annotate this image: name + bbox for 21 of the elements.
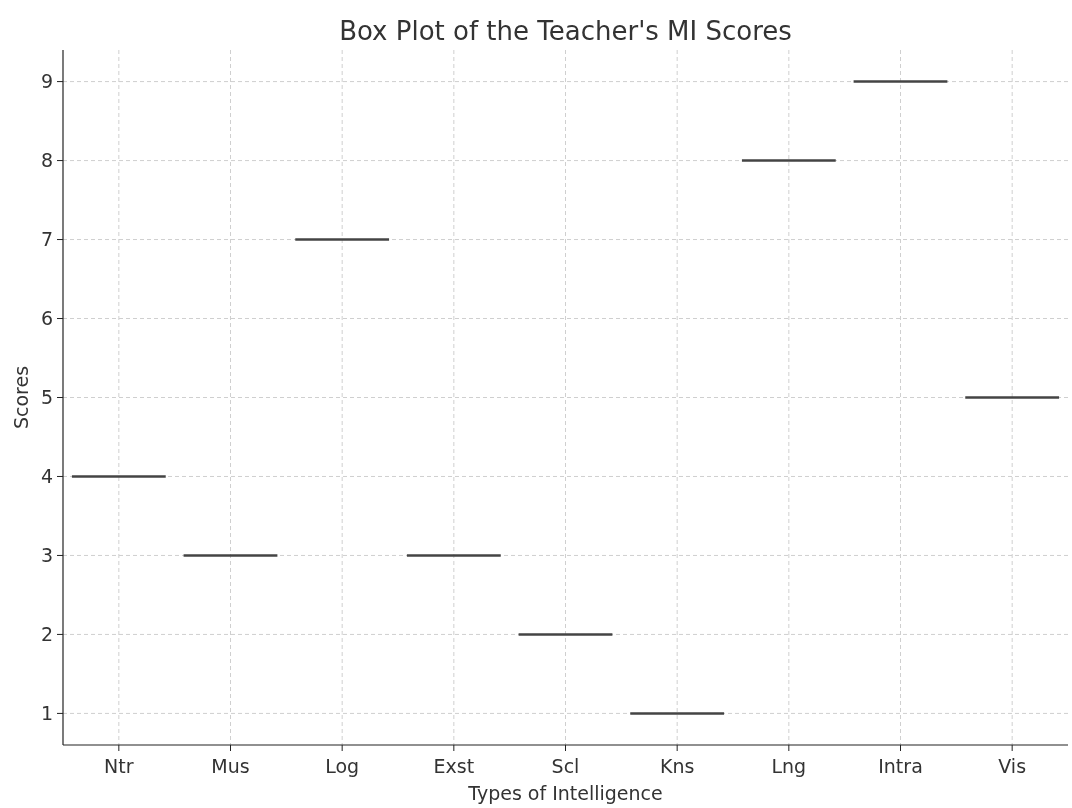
x-tick-label: Mus — [211, 755, 250, 777]
x-axis-title: Types of Intelligence — [467, 782, 663, 804]
y-tick-label: 8 — [40, 149, 53, 172]
x-tick-label: Vis — [998, 755, 1027, 777]
x-tick-label: Log — [325, 755, 360, 777]
y-axis-title: Scores — [10, 365, 32, 430]
y-tick-label: 5 — [40, 386, 53, 409]
x-tick-label: Kns — [659, 755, 695, 777]
x-tick-label: Scl — [551, 755, 580, 777]
x-tick-label: Lng — [771, 755, 807, 777]
y-tick-label: 4 — [40, 465, 53, 488]
chart-title: Box Plot of the Teacher's MI Scores — [339, 16, 792, 46]
y-tick-label: 9 — [40, 70, 53, 93]
y-tick-label: 2 — [40, 623, 53, 646]
y-tick-label: 7 — [40, 228, 53, 251]
x-tick-label: Ntr — [104, 755, 134, 777]
y-tick-label: 1 — [40, 702, 53, 725]
x-tick-label: Exst — [433, 755, 475, 777]
y-tick-label: 6 — [40, 307, 53, 330]
y-tick-label: 3 — [40, 544, 53, 567]
x-tick-label: Intra — [878, 755, 923, 777]
